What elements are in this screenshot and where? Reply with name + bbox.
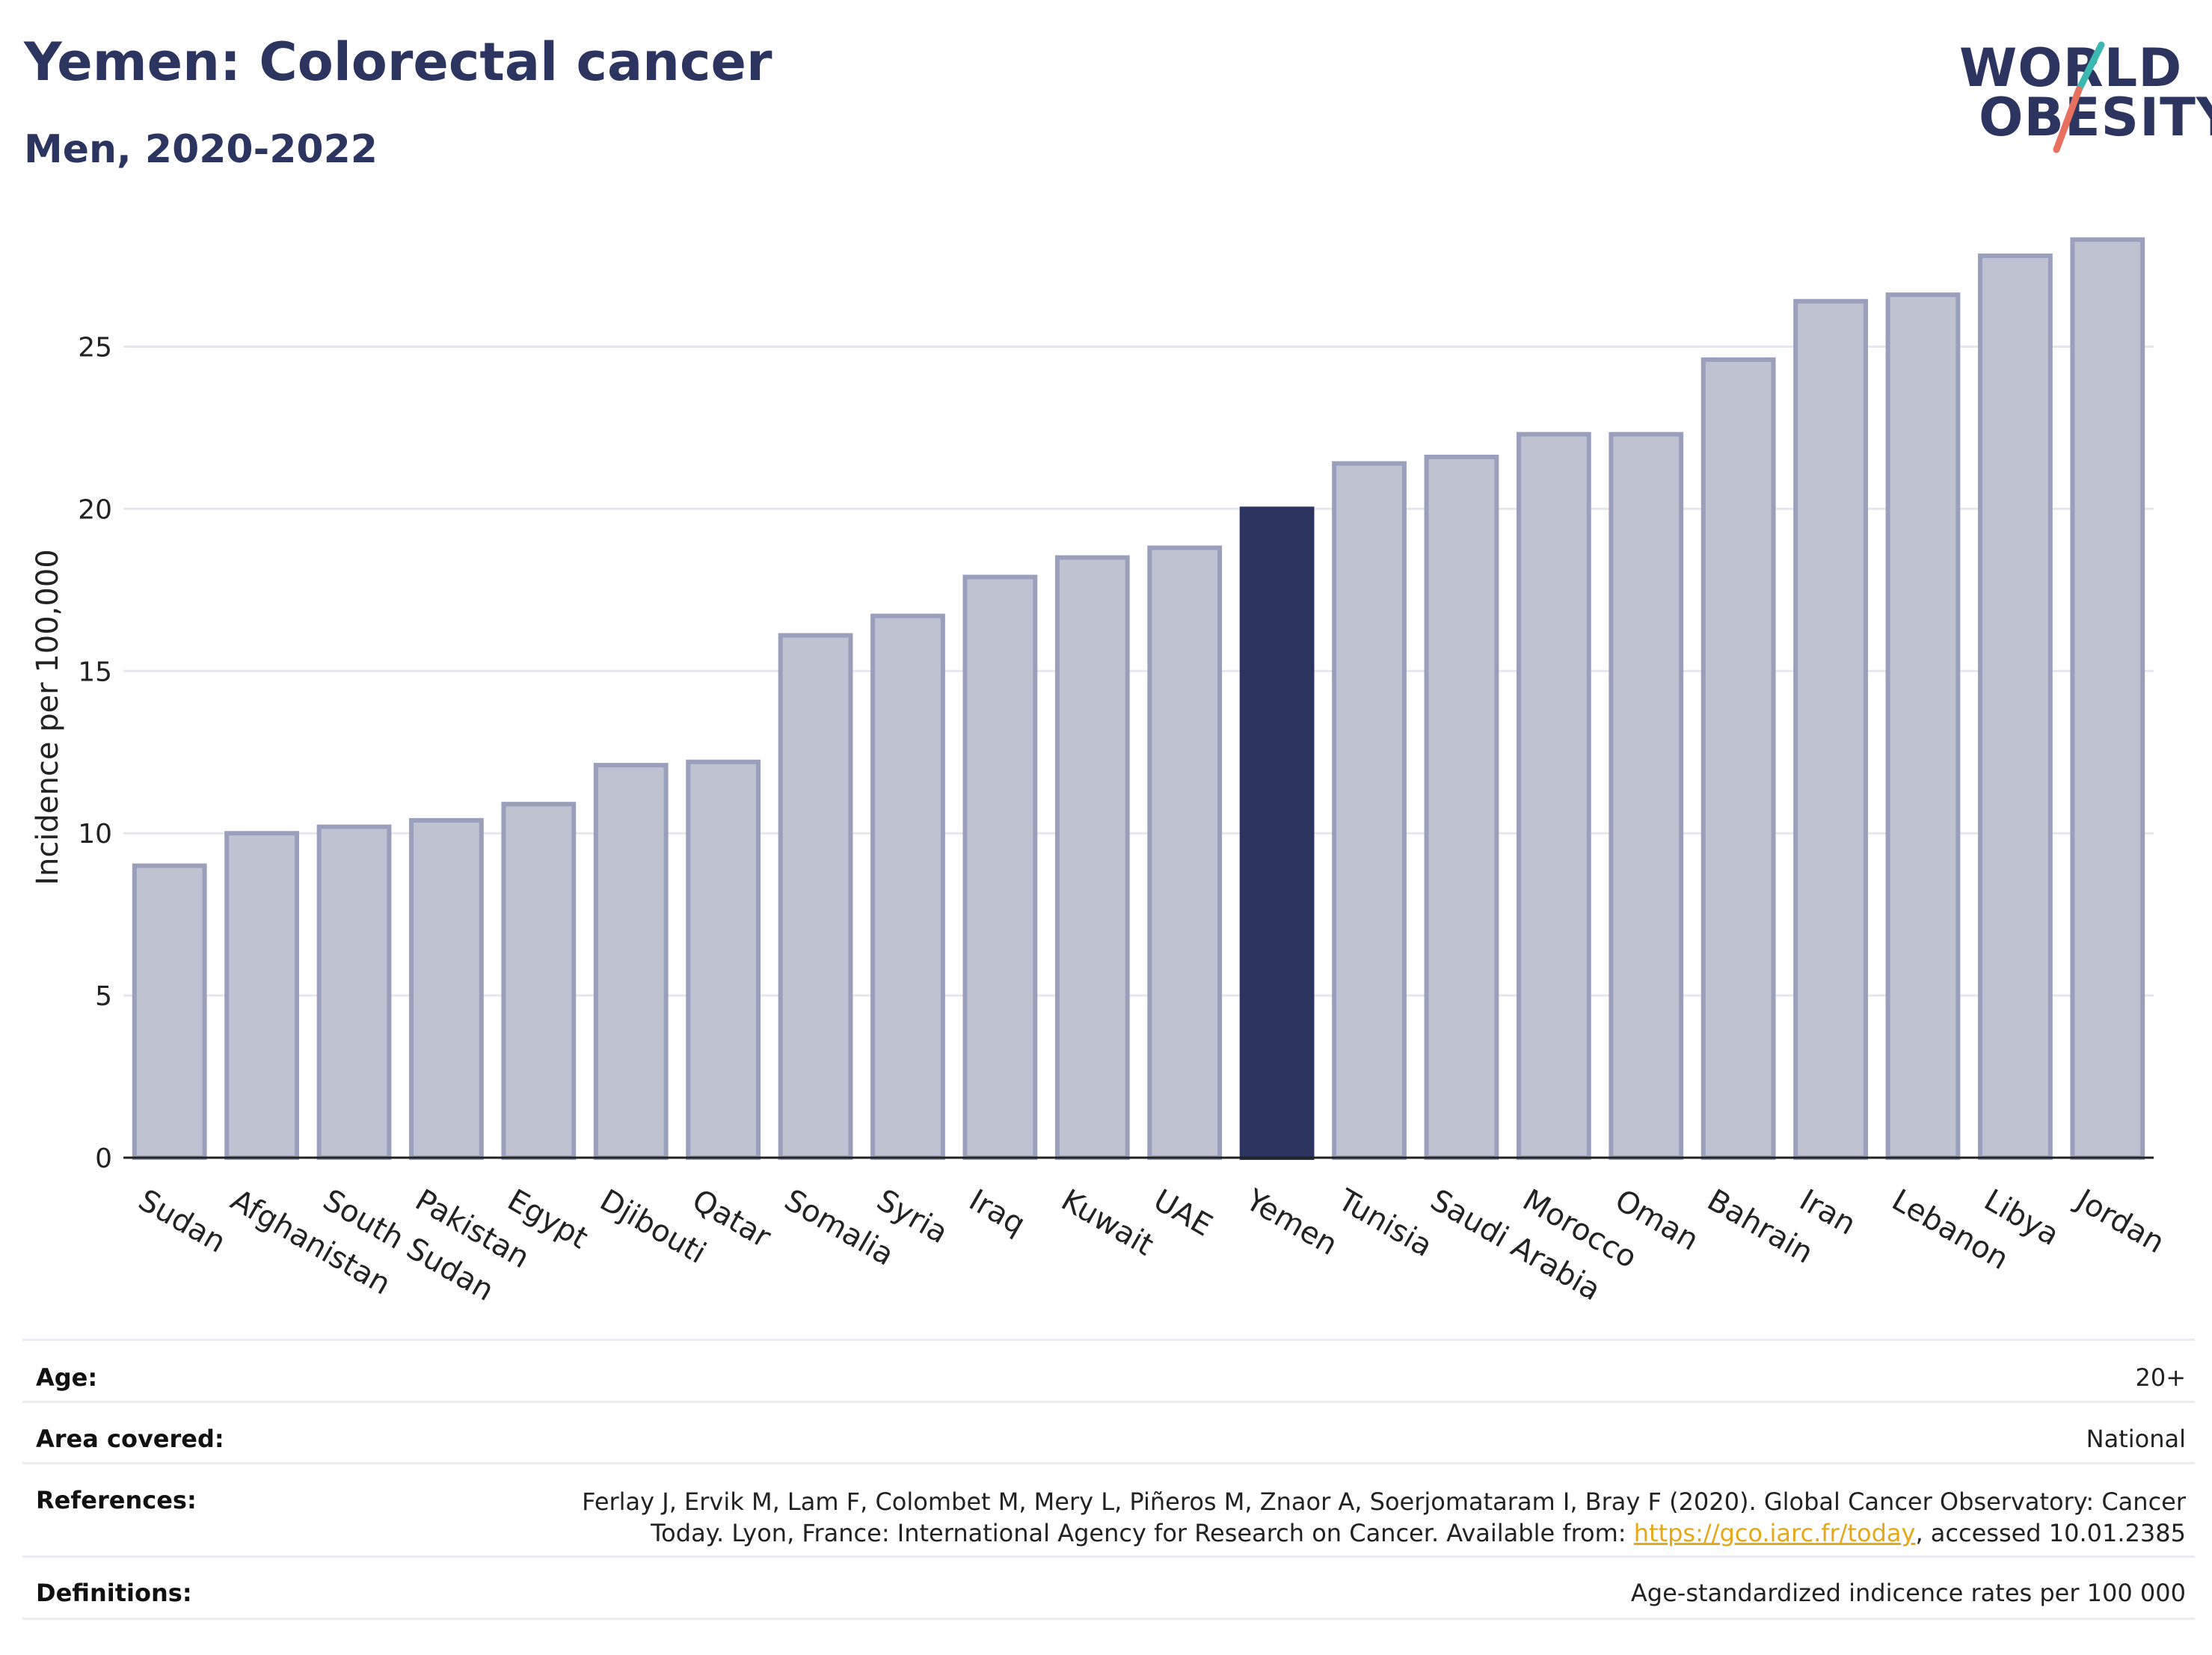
definitions-value: Age-standardized indicence rates per 100… [1630, 1579, 2186, 1607]
bar-djibouti [593, 763, 669, 1160]
bar-kuwait [1054, 555, 1130, 1160]
logo-line2: OBESITY [1979, 87, 2212, 148]
x-tick-label: Tunisia [1332, 1182, 1438, 1264]
chart-title: Yemen: Colorectal cancer [24, 31, 772, 93]
bar-syria [870, 613, 945, 1160]
age-value: 20+ [2135, 1363, 2186, 1392]
bar-afghanistan [224, 831, 300, 1160]
bar-qatar [686, 759, 761, 1160]
y-tick-label: 15 [78, 657, 112, 687]
bar-lebanon [1885, 292, 1961, 1160]
bar-oman [1609, 432, 1684, 1160]
divider [22, 1556, 2195, 1558]
y-tick-label: 5 [95, 981, 112, 1012]
x-tick-label: Yemen [1239, 1182, 1343, 1262]
bars [132, 237, 2145, 1161]
references-line2-pre: Today. Lyon, France: International Agenc… [651, 1519, 1634, 1547]
x-tick-label: Djibouti [594, 1183, 711, 1271]
references-label: References: [36, 1486, 197, 1514]
bar-iraq [962, 574, 1038, 1160]
y-tick-label: 10 [78, 819, 112, 850]
x-tick-label: Sudan [132, 1183, 231, 1260]
bar-saudi-arabia [1424, 455, 1499, 1160]
y-tick-label: 20 [78, 494, 112, 525]
y-tick-label: 0 [95, 1143, 112, 1174]
bar-iran [1793, 298, 1868, 1160]
bar-bahrain [1701, 357, 1776, 1160]
age-label: Age: [36, 1363, 98, 1392]
bar-south-sudan [316, 824, 392, 1160]
y-tick-label: 25 [78, 333, 112, 363]
divider [22, 1401, 2195, 1403]
bar-sudan [132, 863, 207, 1160]
logo-line1: WORLD [1959, 37, 2183, 99]
x-tick-label: Iraq [963, 1183, 1031, 1242]
x-tick-label: Kuwait [1055, 1183, 1159, 1263]
world-obesity-logo: WORLD OBESITY [1944, 30, 2212, 157]
bar-yemen [1239, 506, 1315, 1160]
references-link[interactable]: https://gco.iarc.fr/today [1633, 1519, 1916, 1547]
bar-jordan [2070, 237, 2145, 1161]
area-value: National [2086, 1425, 2186, 1453]
bar-morocco [1516, 432, 1591, 1160]
y-axis-label: Incidence per 100,000 [31, 549, 65, 885]
logo-slash-icon [2053, 41, 2105, 153]
definitions-label: Definitions: [36, 1579, 192, 1607]
area-label: Area covered: [36, 1425, 224, 1453]
references-value: Ferlay J, Ervik M, Lam F, Colombet M, Me… [582, 1486, 2186, 1549]
metadata-table: Age: 20+ Area covered: National Referenc… [22, 1339, 2195, 1625]
bar-uae [1147, 545, 1223, 1160]
x-tick-label: Bahrain [1701, 1183, 1819, 1271]
bar-tunisia [1332, 461, 1407, 1160]
references-line2-post: , accessed 10.01.2385 [1915, 1519, 2186, 1547]
bar-pakistan [409, 817, 484, 1161]
divider [22, 1618, 2195, 1620]
x-tick-label: Jordan [2068, 1182, 2170, 1260]
chart-subtitle: Men, 2020-2022 [24, 127, 378, 172]
bar-somalia [778, 633, 853, 1160]
divider [22, 1462, 2195, 1464]
references-line1: Ferlay J, Ervik M, Lam F, Colombet M, Me… [582, 1487, 2186, 1516]
bar-egypt [501, 802, 577, 1160]
bar-libya [1977, 254, 2053, 1160]
